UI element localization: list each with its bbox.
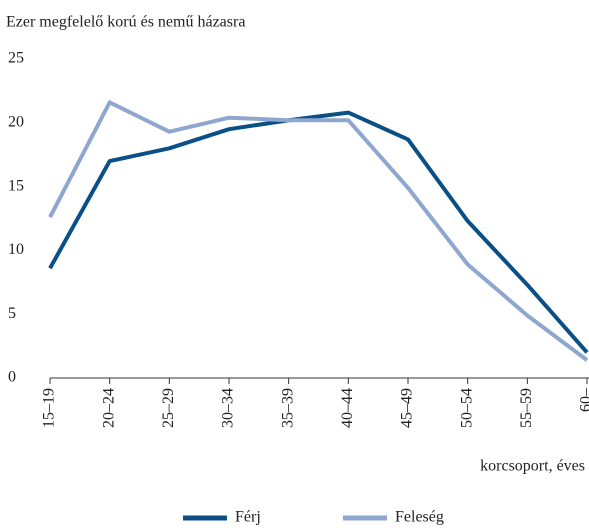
y-tick-label: 5 bbox=[8, 305, 16, 322]
x-tick-label: 35–39 bbox=[279, 388, 296, 428]
x-tick-label: 50–54 bbox=[458, 388, 475, 428]
series-line bbox=[48, 100, 589, 362]
y-axis-label: Ezer megfelelő korú és nemű házasra bbox=[6, 14, 245, 31]
x-tick-label: 20–24 bbox=[100, 388, 117, 428]
x-tick-label: 60– bbox=[578, 387, 589, 412]
y-tick-label: 0 bbox=[8, 369, 16, 386]
series-line bbox=[48, 110, 589, 354]
x-tick-label: 55–59 bbox=[518, 388, 535, 428]
x-tick-label: 40–44 bbox=[339, 388, 356, 428]
legend-label: Feleség bbox=[395, 509, 444, 526]
x-tick-label: 30–34 bbox=[220, 388, 237, 428]
x-tick-label: 45–49 bbox=[399, 388, 416, 428]
y-tick-label: 15 bbox=[8, 177, 24, 194]
x-axis-label: korcsoport, éves bbox=[480, 458, 585, 475]
x-tick-label: 15–19 bbox=[41, 388, 58, 428]
legend-label: Férj bbox=[235, 509, 261, 526]
y-tick-label: 25 bbox=[8, 50, 24, 67]
y-tick-label: 20 bbox=[8, 113, 24, 130]
y-tick-label: 10 bbox=[8, 241, 24, 258]
x-tick-label: 25–29 bbox=[160, 388, 177, 428]
